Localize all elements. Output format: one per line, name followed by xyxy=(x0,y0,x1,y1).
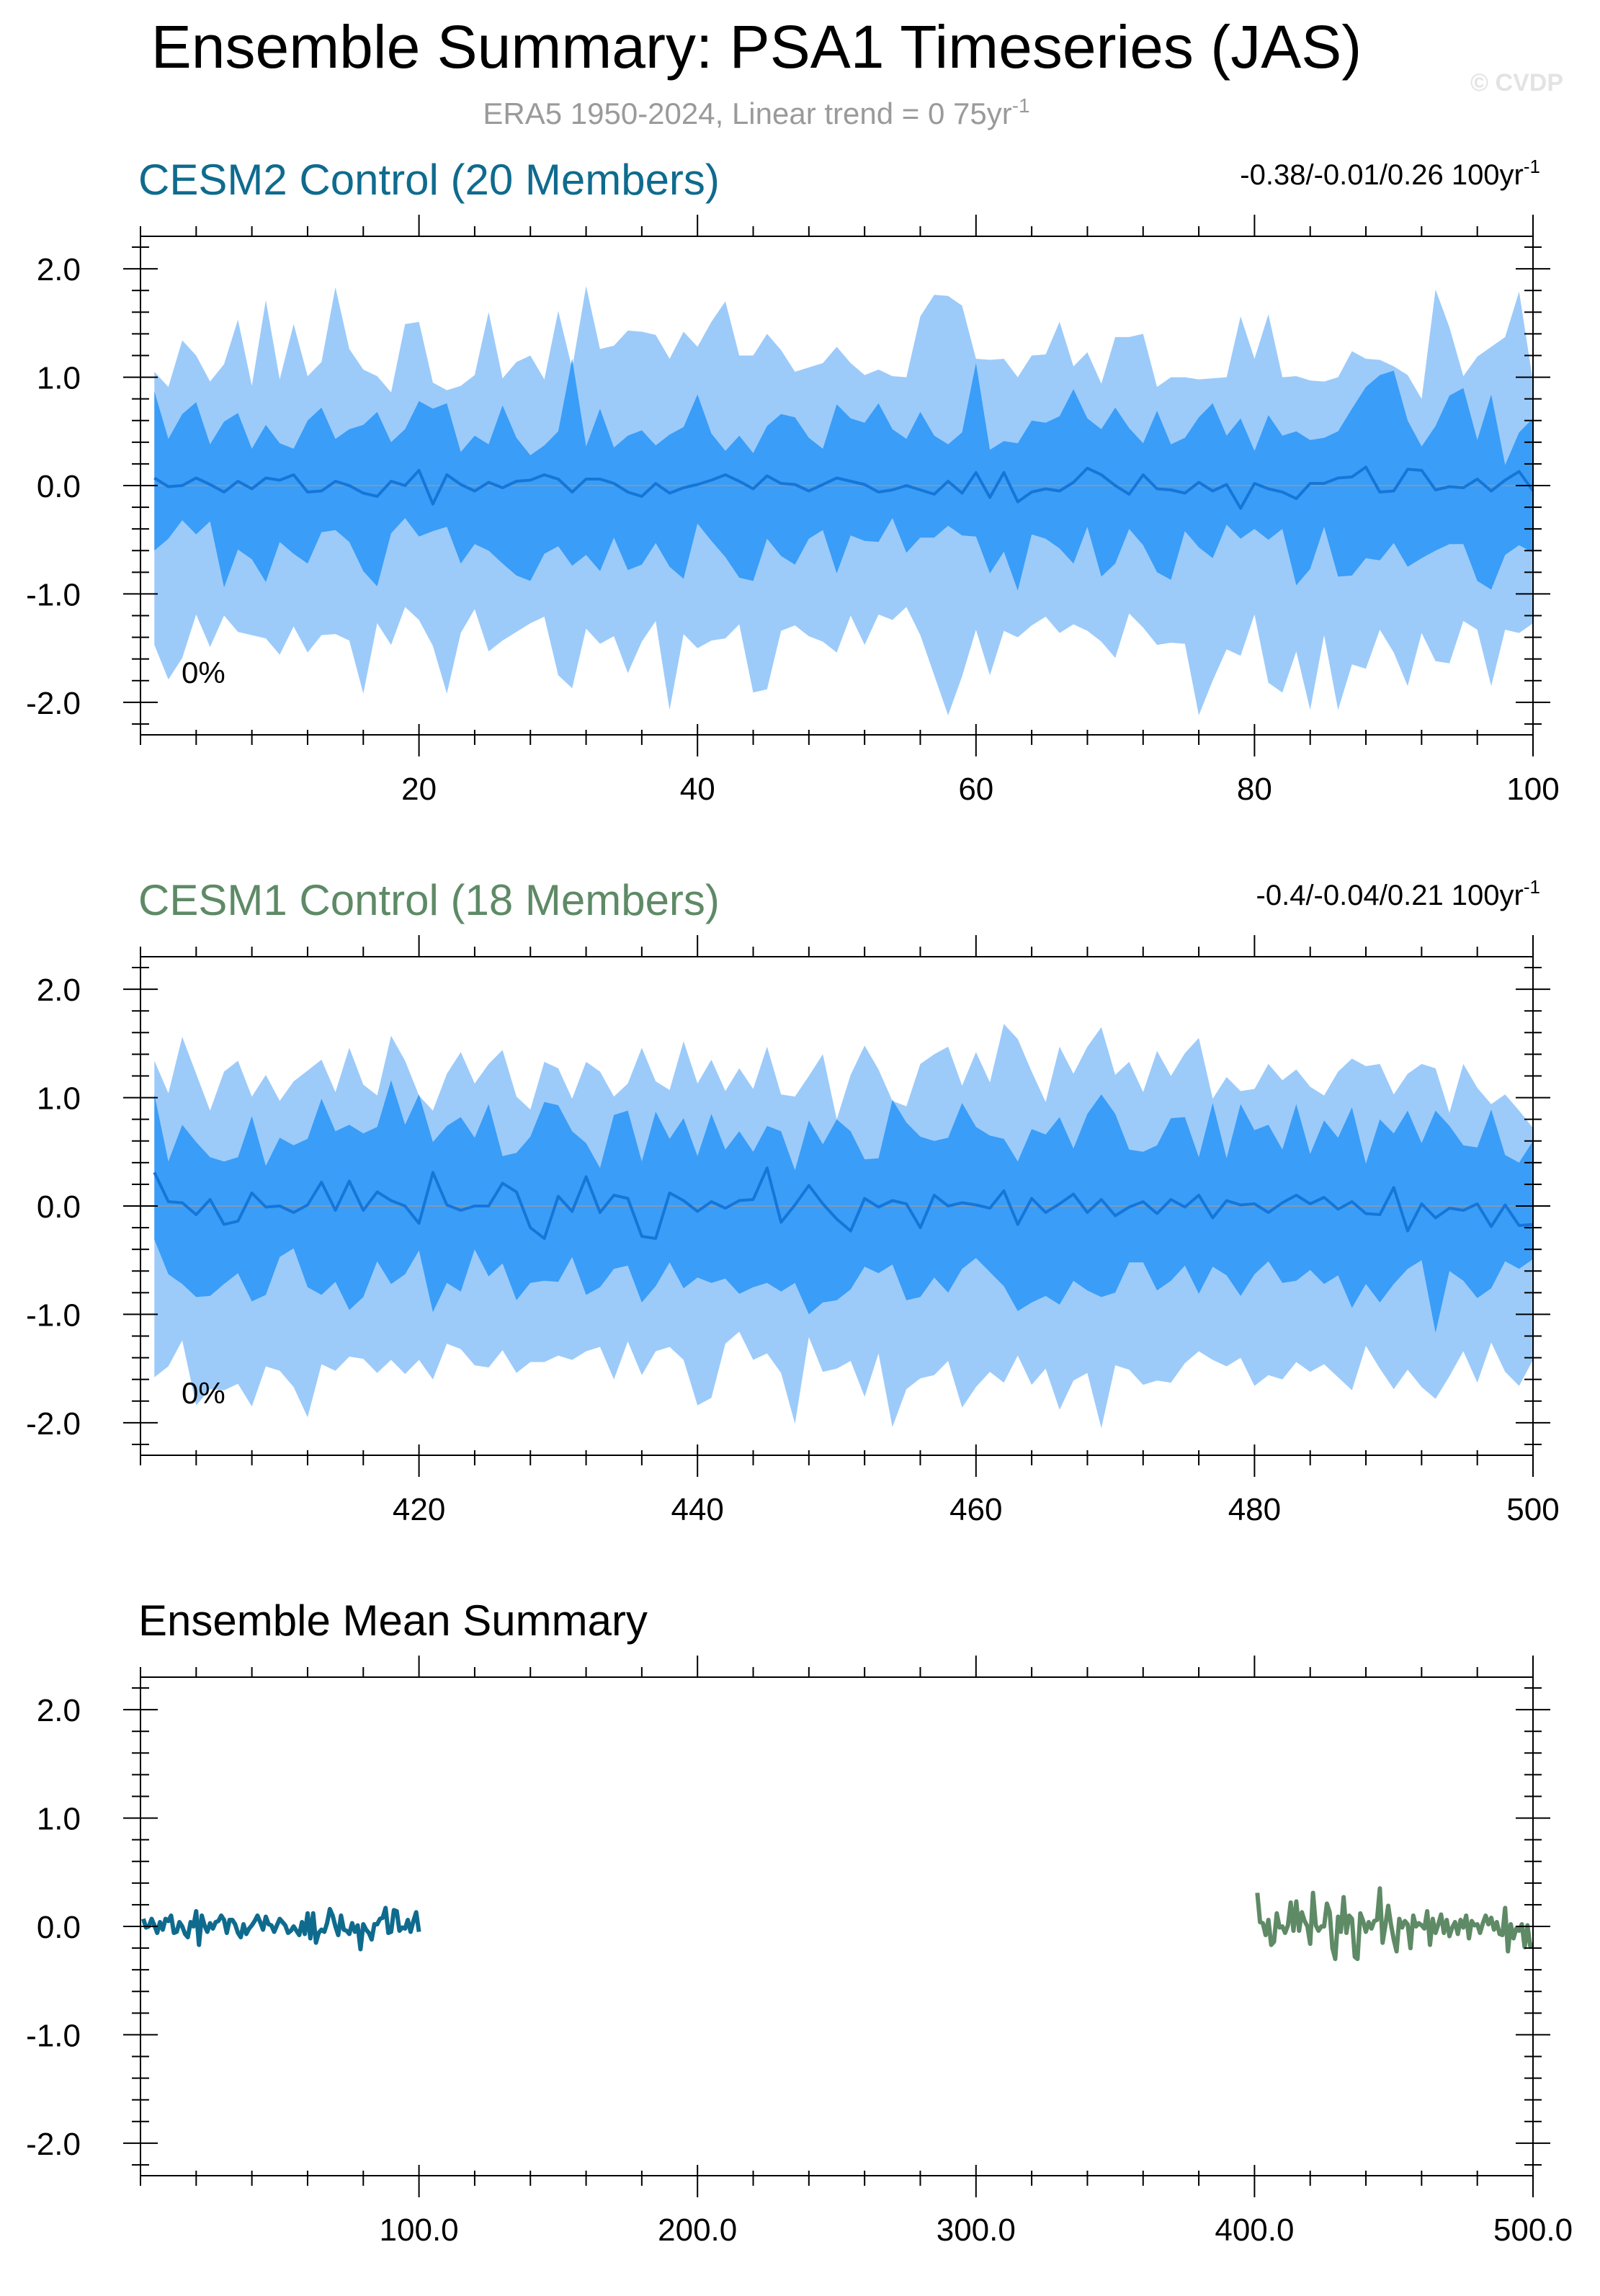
y-tick-label: -2.0 xyxy=(26,2127,81,2162)
y-tick-label: 0.0 xyxy=(37,1189,81,1225)
x-tick-label: 500.0 xyxy=(1493,2212,1573,2248)
percent-label: 0% xyxy=(182,1376,225,1410)
panel-title: Ensemble Mean Summary xyxy=(138,1596,648,1645)
y-tick-label: 0.0 xyxy=(37,469,81,504)
x-tick-label: 40 xyxy=(680,772,715,807)
x-tick-label: 20 xyxy=(401,772,437,807)
panel-title: CESM2 Control (20 Members) xyxy=(138,156,720,204)
trend-label: -0.38/-0.01/0.26 100yr-1 xyxy=(1240,156,1540,191)
series-line-cesm2 xyxy=(141,1906,421,1952)
trend-label-text: -0.4/-0.04/0.21 100yr xyxy=(1256,880,1524,911)
x-tick-label: 100 xyxy=(1506,772,1559,807)
x-tick-label: 440 xyxy=(671,1492,723,1527)
y-tick-label: 1.0 xyxy=(37,1802,81,1837)
x-tick-label: 480 xyxy=(1228,1492,1281,1527)
x-tick-label: 400.0 xyxy=(1215,2212,1294,2248)
y-tick-label: 2.0 xyxy=(37,973,81,1008)
panel-cesm1: CESM1 Control (18 Members) -0.4/-0.04/0.2… xyxy=(26,876,1560,1527)
trend-label-sup: -1 xyxy=(1524,876,1540,898)
obs-subtitle-text: ERA5 1950-2024, Linear trend = 0 75yr xyxy=(483,97,1011,130)
x-tick-label: 60 xyxy=(958,772,993,807)
ensemble-mean-line xyxy=(153,465,1534,510)
ensemble-mean-line xyxy=(153,1166,1534,1241)
obs-subtitle-sup: -1 xyxy=(1012,94,1030,117)
trend-label-sup: -1 xyxy=(1524,156,1540,177)
x-tick-label: 200.0 xyxy=(658,2212,737,2248)
watermark: © CVDP xyxy=(1470,69,1563,97)
x-tick-label: 500 xyxy=(1506,1492,1559,1527)
trend-label: -0.4/-0.04/0.21 100yr-1 xyxy=(1256,876,1540,911)
y-tick-label: 2.0 xyxy=(37,252,81,287)
y-tick-label: -2.0 xyxy=(26,1406,81,1442)
y-tick-label: -1.0 xyxy=(26,577,81,612)
panel-cesm2: CESM2 Control (20 Members) -0.38/-0.01/0.… xyxy=(26,156,1560,807)
trend-label-text: -0.38/-0.01/0.26 100yr xyxy=(1240,159,1524,191)
y-tick-label: 2.0 xyxy=(37,1693,81,1728)
panel-ensemble-mean: Ensemble Mean Summary 2.0 1.0 0.0 -1.0 -2.0 10… xyxy=(26,1596,1573,2248)
figure-title: Ensemble Summary: PSA1 Timeseries (JAS) xyxy=(151,13,1362,81)
x-tick-label: 300.0 xyxy=(937,2212,1016,2248)
y-tick-label: 1.0 xyxy=(37,1081,81,1117)
y-tick-label: -1.0 xyxy=(26,1297,81,1333)
x-tick-label: 460 xyxy=(949,1492,1002,1527)
percent-label: 0% xyxy=(182,656,225,689)
series-line-cesm1 xyxy=(1255,1886,1534,1962)
y-tick-label: 1.0 xyxy=(37,361,81,396)
panel-title: CESM1 Control (18 Members) xyxy=(138,876,720,924)
x-tick-label: 420 xyxy=(393,1492,445,1527)
y-tick-label: -2.0 xyxy=(26,686,81,721)
x-tick-label: 80 xyxy=(1237,772,1272,807)
y-tick-label: -1.0 xyxy=(26,2018,81,2053)
band-10-90-percentile xyxy=(154,359,1533,591)
y-tick-label: 0.0 xyxy=(37,1910,81,1945)
x-tick-label: 100.0 xyxy=(380,2212,459,2248)
obs-subtitle: ERA5 1950-2024, Linear trend = 0 75yr-1 xyxy=(483,94,1029,130)
